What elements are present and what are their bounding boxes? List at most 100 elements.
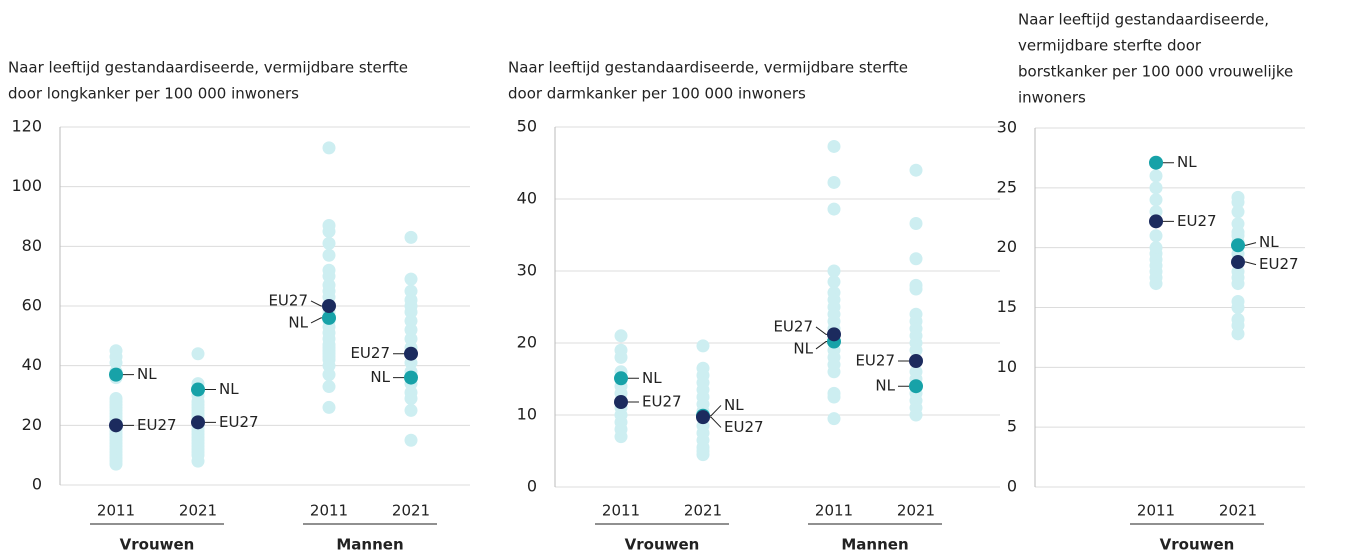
group-label: Vrouwen xyxy=(625,536,700,554)
point-label: NL xyxy=(219,380,239,398)
country-dot xyxy=(404,323,418,337)
country-dot xyxy=(909,282,923,296)
y-tick-label: 15 xyxy=(997,297,1017,316)
country-dot xyxy=(827,365,841,379)
country-dot xyxy=(1149,229,1163,243)
highlight-dot xyxy=(614,395,628,410)
point-label: NL xyxy=(137,365,157,383)
country-dot xyxy=(827,139,841,153)
y-tick-label: 120 xyxy=(11,117,42,136)
highlight-dot xyxy=(909,354,923,368)
highlight-dot xyxy=(109,367,123,382)
chart-title: door longkanker per 100 000 inwoners xyxy=(8,85,299,103)
point-label: NL xyxy=(370,368,390,386)
group-label: Vrouwen xyxy=(1160,536,1235,554)
highlight-dot xyxy=(1231,238,1245,253)
point-label: NL xyxy=(288,313,308,331)
y-tick-label: 50 xyxy=(517,117,537,136)
point-label: EU27 xyxy=(137,416,177,434)
highlight-dot xyxy=(1231,255,1245,270)
y-tick-label: 80 xyxy=(22,236,42,255)
highlight-dot xyxy=(191,382,205,397)
x-tick-label: 2011 xyxy=(310,502,348,520)
country-dot xyxy=(827,275,841,289)
country-dot xyxy=(1231,327,1245,341)
point-label: EU27 xyxy=(642,393,682,411)
highlight-dot xyxy=(404,370,418,385)
point-label: NL xyxy=(875,377,895,395)
y-tick-label: 20 xyxy=(22,415,42,434)
point-label: NL xyxy=(724,396,744,414)
point-label: EU27 xyxy=(855,352,895,370)
x-tick-label: 2011 xyxy=(97,502,135,520)
highlight-dot xyxy=(322,310,336,325)
country-dot xyxy=(322,224,336,238)
x-tick-label: 2011 xyxy=(1137,502,1175,520)
point-label: EU27 xyxy=(219,413,259,431)
highlight-dot xyxy=(614,371,628,386)
country-dot xyxy=(404,230,418,244)
highlight-dot xyxy=(1149,214,1163,229)
country-dot xyxy=(1149,193,1163,207)
country-dot xyxy=(1149,205,1163,219)
highlight-dot xyxy=(827,327,841,342)
country-dot xyxy=(404,305,418,319)
x-tick-label: 2021 xyxy=(392,502,430,520)
x-tick-label: 2021 xyxy=(1219,502,1257,520)
country-dot xyxy=(404,284,418,298)
country-dot xyxy=(404,433,418,447)
country-dot xyxy=(322,248,336,262)
y-tick-label: 10 xyxy=(997,357,1017,376)
country-dot xyxy=(404,332,418,346)
country-dot xyxy=(909,343,923,357)
point-label: EU27 xyxy=(1259,255,1299,273)
point-label: EU27 xyxy=(268,291,308,309)
country-dot xyxy=(1149,169,1163,183)
country-dot xyxy=(404,272,418,286)
country-dot xyxy=(404,391,418,405)
country-dot xyxy=(322,141,336,155)
point-label: EU27 xyxy=(724,418,764,436)
highlight-dot xyxy=(191,415,205,430)
country-dot xyxy=(1231,205,1245,219)
country-dot xyxy=(1149,277,1163,291)
country-dot xyxy=(322,236,336,250)
highlight-dot xyxy=(696,410,710,425)
country-dot xyxy=(404,314,418,328)
point-label: NL xyxy=(1177,153,1197,171)
group-label: Mannen xyxy=(841,536,908,554)
y-tick-label: 25 xyxy=(997,177,1017,196)
highlight-dot xyxy=(322,299,336,313)
country-dot xyxy=(322,368,336,382)
y-tick-label: 30 xyxy=(517,261,537,280)
x-tick-label: 2021 xyxy=(897,502,935,520)
point-label: NL xyxy=(642,369,662,387)
y-tick-label: 20 xyxy=(517,333,537,352)
chart-title: vermijdbare sterfte door xyxy=(1018,37,1202,55)
highlight-dot xyxy=(909,379,923,394)
y-tick-label: 60 xyxy=(22,296,42,315)
point-label: EU27 xyxy=(773,317,813,335)
x-tick-label: 2021 xyxy=(179,502,217,520)
highlight-dot xyxy=(1149,155,1163,170)
chart-title: Naar leeftijd gestandaardiseerde, vermij… xyxy=(8,59,408,77)
y-tick-label: 20 xyxy=(997,237,1017,256)
country-dot xyxy=(322,380,336,394)
country-dot xyxy=(404,403,418,417)
point-label: NL xyxy=(793,339,813,357)
x-tick-label: 2011 xyxy=(602,502,640,520)
chart-title: door darmkanker per 100 000 inwoners xyxy=(508,85,806,103)
chart-title: Naar leeftijd gestandaardiseerde, xyxy=(1018,11,1269,29)
country-dot xyxy=(696,339,710,353)
country-dot xyxy=(322,269,336,283)
y-tick-label: 100 xyxy=(11,176,42,195)
country-dot xyxy=(614,430,628,444)
y-tick-label: 40 xyxy=(517,189,537,208)
country-dot xyxy=(1231,277,1245,291)
point-label: EU27 xyxy=(1177,212,1217,230)
country-dot xyxy=(909,216,923,230)
y-tick-label: 5 xyxy=(1007,417,1017,436)
highlight-dot xyxy=(404,346,418,361)
highlight-dot xyxy=(109,418,123,433)
